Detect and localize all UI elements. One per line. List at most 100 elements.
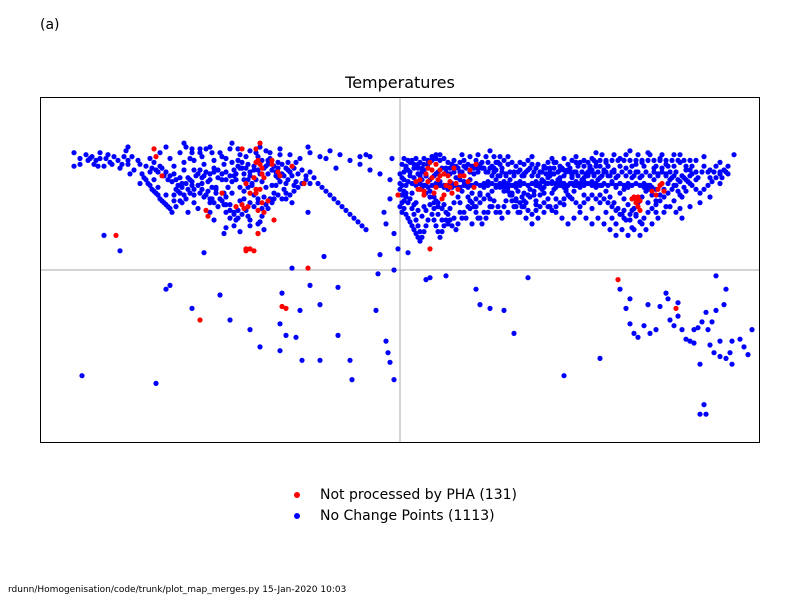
point-no-change	[233, 171, 239, 177]
point-no-change	[157, 150, 163, 156]
point-no-change	[433, 152, 439, 158]
point-no-change	[497, 154, 503, 160]
point-no-change	[477, 215, 483, 221]
point-no-change	[441, 202, 447, 208]
point-no-change	[683, 163, 689, 169]
point-no-change	[495, 204, 501, 210]
point-no-change	[125, 157, 131, 163]
point-no-change	[533, 207, 539, 213]
point-no-change	[609, 157, 615, 163]
point-no-change	[661, 209, 667, 215]
point-no-change	[657, 198, 663, 204]
point-no-change	[199, 186, 205, 192]
point-no-change	[197, 150, 203, 156]
point-no-change	[349, 377, 355, 383]
point-no-change	[639, 173, 645, 179]
point-no-change	[459, 215, 465, 221]
point-no-change	[621, 215, 627, 221]
point-no-change	[209, 184, 215, 190]
point-no-change	[323, 155, 329, 162]
point-no-change	[79, 373, 85, 379]
point-no-change	[659, 152, 665, 158]
point-no-change	[651, 157, 657, 163]
point-no-change	[177, 150, 183, 156]
point-no-change	[207, 209, 213, 215]
point-no-change	[189, 182, 195, 188]
point-no-change	[687, 338, 693, 344]
point-no-change	[557, 200, 563, 206]
point-no-change	[597, 192, 603, 198]
point-no-change	[653, 202, 659, 208]
point-no-change	[545, 159, 551, 165]
point-no-change	[617, 190, 623, 196]
point-not-processed	[271, 217, 277, 223]
point-no-change	[291, 188, 297, 194]
point-no-change	[447, 165, 453, 171]
point-no-change	[723, 355, 729, 361]
point-no-change	[199, 175, 205, 181]
point-no-change	[697, 200, 703, 206]
point-no-change	[505, 188, 511, 194]
point-no-change	[227, 317, 233, 323]
point-no-change	[435, 211, 441, 217]
point-no-change	[423, 223, 429, 229]
point-no-change	[485, 182, 491, 188]
point-no-change	[479, 165, 485, 171]
point-no-change	[163, 286, 169, 292]
point-no-change	[439, 205, 445, 212]
point-no-change	[665, 180, 671, 187]
point-no-change	[527, 186, 533, 192]
point-no-change	[721, 302, 727, 308]
point-no-change	[367, 167, 373, 173]
point-not-processed	[265, 198, 271, 204]
point-no-change	[129, 154, 135, 160]
point-no-change	[443, 217, 449, 223]
point-no-change	[517, 200, 523, 206]
point-no-change	[415, 234, 421, 240]
point-no-change	[623, 165, 629, 171]
point-no-change	[223, 194, 229, 200]
point-no-change	[223, 209, 229, 215]
point-no-change	[627, 157, 633, 163]
point-no-change	[259, 213, 265, 219]
point-no-change	[271, 196, 277, 202]
point-no-change	[705, 182, 711, 188]
point-not-processed	[425, 165, 431, 171]
point-not-processed	[243, 248, 249, 254]
point-no-change	[179, 184, 185, 190]
point-not-processed	[433, 161, 439, 167]
chart-title: Temperatures	[345, 73, 455, 92]
point-no-change	[419, 234, 425, 240]
point-no-change	[213, 184, 219, 190]
point-no-change	[521, 204, 527, 210]
point-no-change	[183, 180, 189, 187]
point-no-change	[473, 196, 479, 202]
point-no-change	[565, 182, 571, 188]
point-no-change	[517, 179, 523, 185]
point-no-change	[247, 148, 253, 154]
point-no-change	[729, 361, 735, 367]
point-no-change	[215, 175, 221, 181]
point-not-processed	[245, 204, 251, 210]
point-no-change	[529, 154, 535, 160]
point-no-change	[509, 159, 515, 165]
point-no-change	[307, 180, 313, 187]
point-not-processed	[441, 192, 447, 198]
point-no-change	[421, 229, 427, 235]
point-no-change	[589, 221, 595, 227]
point-no-change	[217, 150, 223, 156]
point-not-processed	[255, 207, 261, 213]
point-no-change	[493, 177, 499, 183]
point-not-processed	[429, 175, 435, 181]
point-no-change	[623, 305, 629, 311]
point-no-change	[411, 211, 417, 217]
point-no-change	[523, 215, 529, 221]
point-no-change	[581, 200, 587, 206]
point-no-change	[461, 179, 467, 185]
point-no-change	[191, 200, 197, 206]
point-no-change	[401, 169, 407, 175]
point-no-change	[455, 221, 461, 227]
point-no-change	[547, 169, 553, 175]
point-no-change	[295, 184, 301, 190]
point-no-change	[513, 163, 519, 169]
